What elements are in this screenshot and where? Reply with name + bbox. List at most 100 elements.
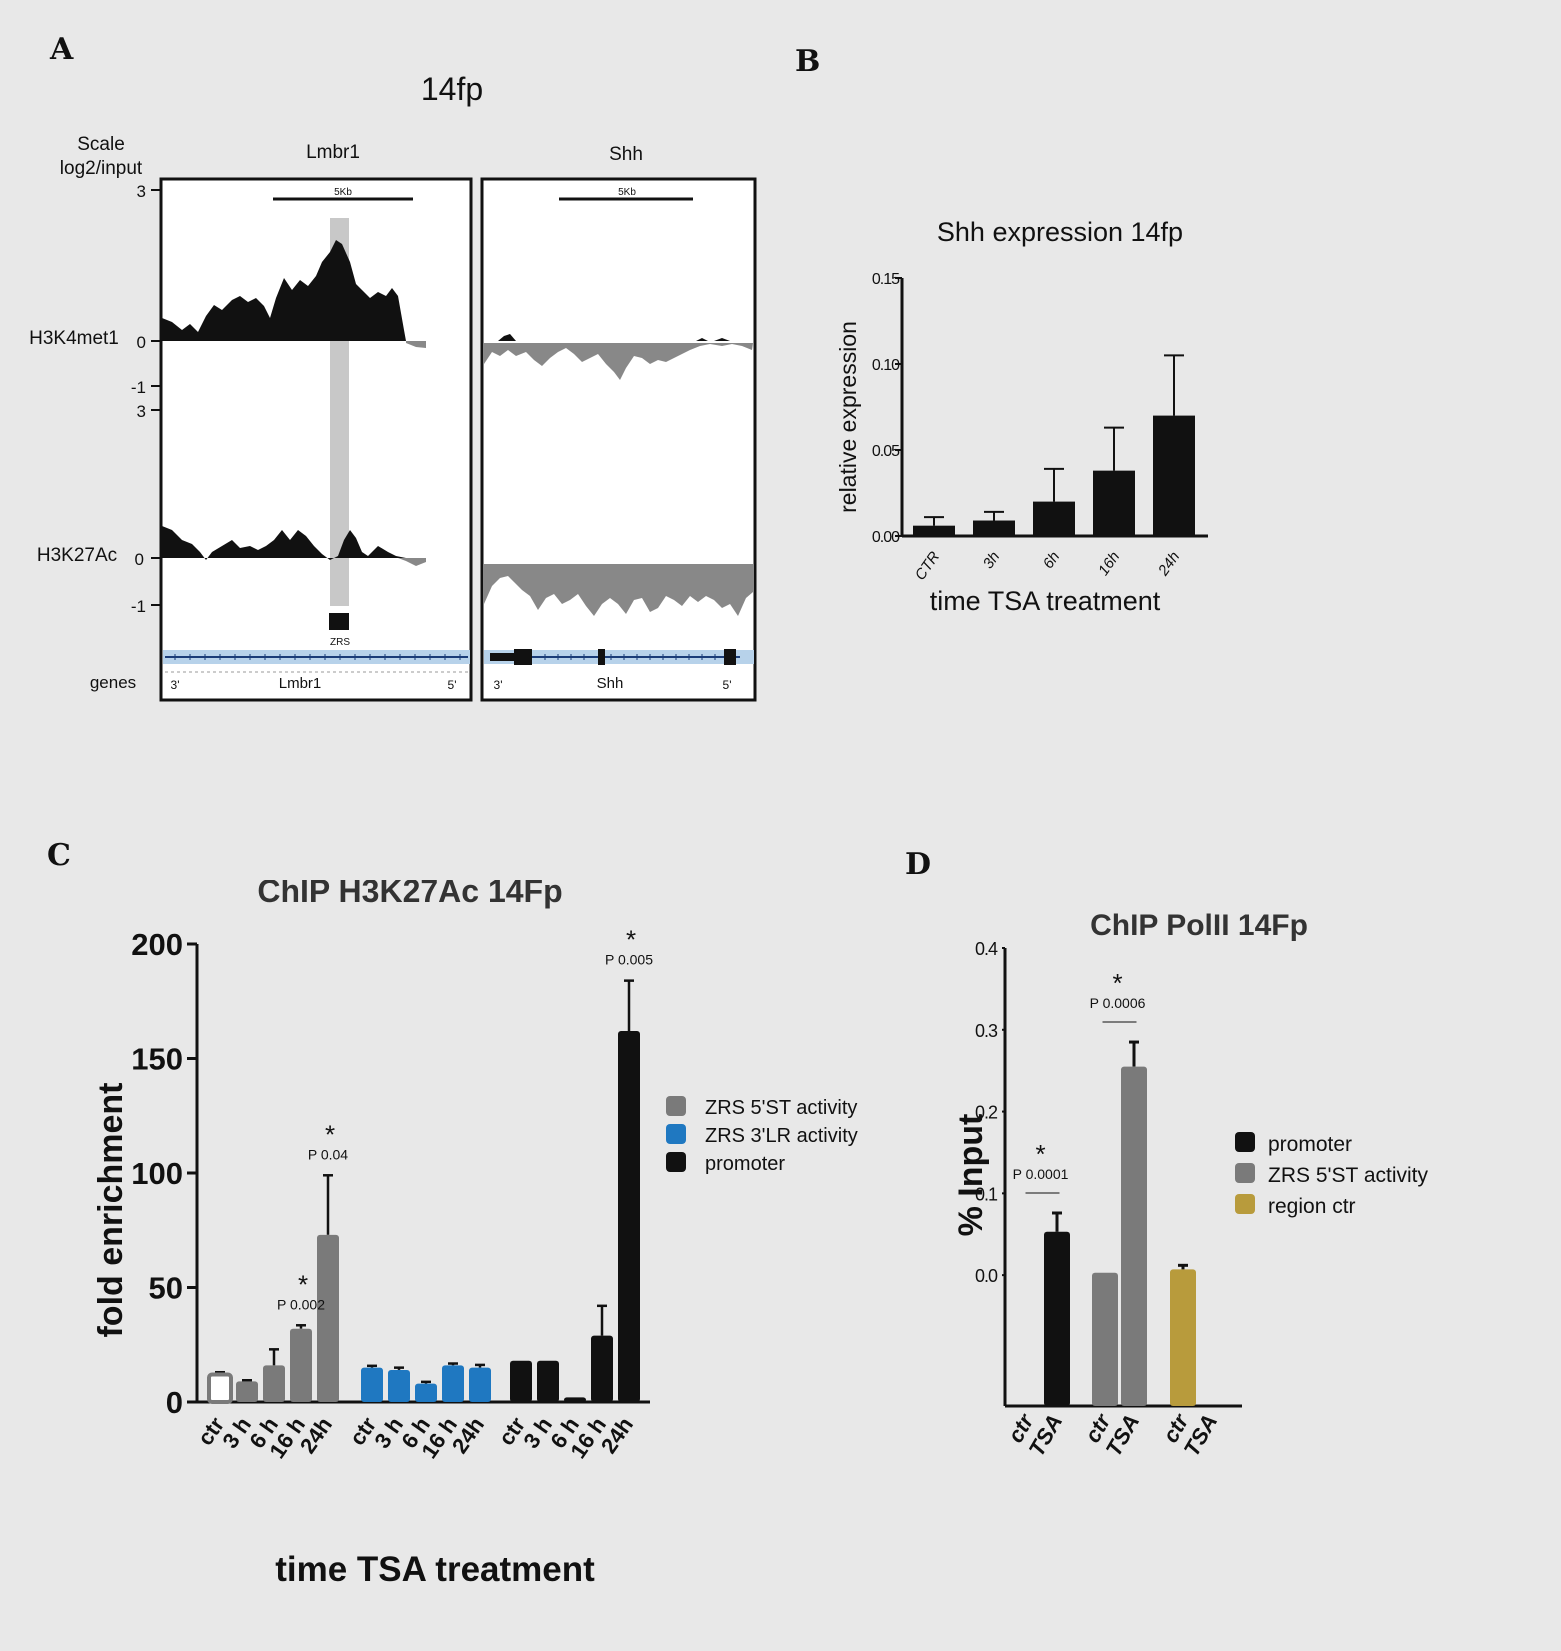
d-ytick-label: 0.1 bbox=[975, 1184, 998, 1204]
c-title: ChIP H3K27Ac 14Fp bbox=[257, 880, 562, 909]
c-bar bbox=[317, 1234, 339, 1402]
panel-b-chart: Shh expression 14fp time TSA treatment r… bbox=[835, 217, 1208, 616]
h3k4-shh-pos-signal bbox=[498, 334, 516, 341]
shh-3prime: 3' bbox=[494, 678, 503, 692]
d-bar bbox=[1044, 1231, 1070, 1406]
lmbr1-gene-name: Lmbr1 bbox=[279, 675, 322, 692]
panel-a-tracks: 14fp Scale log2/input Lmbr1 Shh 5Kb ZRS … bbox=[29, 71, 757, 702]
d-legend-swatch bbox=[1235, 1194, 1255, 1214]
c-legend-label: ZRS 3'LR activity bbox=[705, 1125, 858, 1147]
c-pvalue: P 0.04 bbox=[308, 1146, 348, 1162]
c-xlabel: time TSA treatment bbox=[275, 1550, 595, 1589]
d-pvalue: P 0.0006 bbox=[1090, 995, 1146, 1011]
c-ytick-label: 100 bbox=[131, 1156, 183, 1191]
h3k4-lmbr1-signal bbox=[162, 240, 406, 341]
c-bar bbox=[591, 1335, 613, 1402]
d-title: ChIP PolII 14Fp bbox=[1090, 909, 1308, 942]
d-xtick-label: TSA bbox=[1024, 1410, 1068, 1461]
d-bar bbox=[1092, 1272, 1118, 1406]
zrs-element bbox=[329, 613, 349, 630]
b-xtick-label: 24h bbox=[1154, 549, 1183, 580]
d-pvalue: P 0.0001 bbox=[1013, 1166, 1069, 1182]
b-xtick-label: CTR bbox=[912, 548, 944, 583]
panel-label-d: D bbox=[905, 847, 932, 882]
panel-label-a: A bbox=[50, 32, 74, 67]
c-xtick-label: 24h bbox=[295, 1413, 337, 1458]
d-ytick-label: 0.2 bbox=[975, 1103, 998, 1123]
c-bar bbox=[361, 1367, 383, 1402]
axis-label-top-zero: 0 bbox=[137, 333, 146, 352]
d-xtick-label: TSA bbox=[1179, 1410, 1223, 1461]
axis-label-top-max: 3 bbox=[137, 182, 146, 201]
c-bar bbox=[263, 1365, 285, 1402]
b-xtick-label: 3h bbox=[980, 549, 1003, 572]
d-xtick-label: TSA bbox=[1101, 1410, 1145, 1461]
shh-exon-2 bbox=[598, 649, 605, 665]
b-bar bbox=[973, 520, 1015, 536]
b-bar bbox=[1153, 415, 1195, 536]
c-pvalue: P 0.005 bbox=[605, 952, 653, 968]
c-bar bbox=[469, 1367, 491, 1402]
c-bar bbox=[537, 1360, 559, 1402]
b-bar bbox=[1033, 501, 1075, 536]
c-bar bbox=[618, 1031, 640, 1402]
zrs-label: ZRS bbox=[330, 637, 350, 648]
d-legend-swatch bbox=[1235, 1163, 1255, 1183]
d-legend-label: region ctr bbox=[1268, 1195, 1356, 1218]
c-bar bbox=[415, 1383, 437, 1402]
c-ytick-label: 200 bbox=[131, 927, 183, 962]
b-ytick-label: 0.15 bbox=[872, 271, 900, 288]
scale-label-1: Scale bbox=[77, 134, 125, 155]
d-significance-star: * bbox=[1035, 1139, 1045, 1169]
row-label-h3k4: H3K4met1 bbox=[29, 328, 119, 349]
panel-d-chart: ChIP PolII 14Fp % Input 0.00.10.20.30.4c… bbox=[955, 909, 1428, 1461]
d-legend-swatch bbox=[1235, 1132, 1255, 1152]
c-legend-label: ZRS 5'ST activity bbox=[705, 1097, 857, 1119]
c-bar bbox=[442, 1365, 464, 1402]
d-bar bbox=[1170, 1269, 1196, 1406]
b-ytick-label: 0.05 bbox=[872, 443, 900, 460]
shh-exon-3 bbox=[514, 649, 532, 665]
h3k4-lmbr1-neg-signal bbox=[406, 341, 426, 348]
d-ytick-label: 0.4 bbox=[975, 939, 998, 959]
shh-exon-1 bbox=[724, 649, 736, 665]
panel-label-b: B bbox=[795, 44, 821, 79]
axis-label-bottom-min: -1 bbox=[131, 597, 146, 616]
b-xtick-label: 6h bbox=[1040, 549, 1063, 572]
d-ytick-label: 0.3 bbox=[975, 1021, 998, 1041]
panel-label-c: C bbox=[47, 838, 71, 873]
c-significance-star: * bbox=[626, 925, 636, 955]
shh-gene-ticks bbox=[544, 654, 716, 660]
d-bar bbox=[1121, 1066, 1147, 1406]
lmbr1-5prime: 5' bbox=[448, 678, 457, 692]
c-ytick-label: 150 bbox=[131, 1042, 183, 1077]
d-ytick-label: 0.0 bbox=[975, 1266, 998, 1286]
d-legend-label: promoter bbox=[1268, 1133, 1352, 1156]
b-bar bbox=[913, 525, 955, 536]
c-ytick-label: 50 bbox=[149, 1271, 183, 1306]
b-ylabel: relative expression bbox=[835, 321, 861, 513]
shh-gene-name: Shh bbox=[597, 675, 624, 692]
c-bar bbox=[290, 1328, 312, 1402]
scale-label-2: log2/input bbox=[60, 158, 143, 179]
tracks-title: 14fp bbox=[421, 71, 483, 107]
c-legend-swatch bbox=[666, 1124, 686, 1144]
c-bar bbox=[510, 1360, 532, 1402]
b-xtick-label: 16h bbox=[1095, 549, 1123, 579]
c-pvalue: P 0.002 bbox=[277, 1296, 325, 1312]
c-ytick-label: 0 bbox=[166, 1385, 183, 1420]
c-bar bbox=[388, 1369, 410, 1402]
b-xlabel: time TSA treatment bbox=[930, 586, 1161, 616]
col-label-lmbr1: Lmbr1 bbox=[306, 142, 360, 163]
c-bar bbox=[207, 1372, 233, 1404]
b-ytick-label: 0.00 bbox=[872, 529, 900, 546]
lmbr1-3prime: 3' bbox=[171, 678, 180, 692]
h3k4-shh-signal bbox=[484, 343, 753, 380]
c-legend-swatch bbox=[666, 1152, 686, 1172]
axis-label-top-min: -1 bbox=[131, 378, 146, 397]
d-ylabel: % Input bbox=[955, 1114, 990, 1237]
h3k4-shh-pos-signal-2 bbox=[696, 338, 730, 341]
c-ylabel: fold enrichment bbox=[92, 1082, 130, 1337]
lmbr1-scalebar-label: 5Kb bbox=[334, 187, 352, 198]
shh-track-box bbox=[480, 177, 757, 702]
